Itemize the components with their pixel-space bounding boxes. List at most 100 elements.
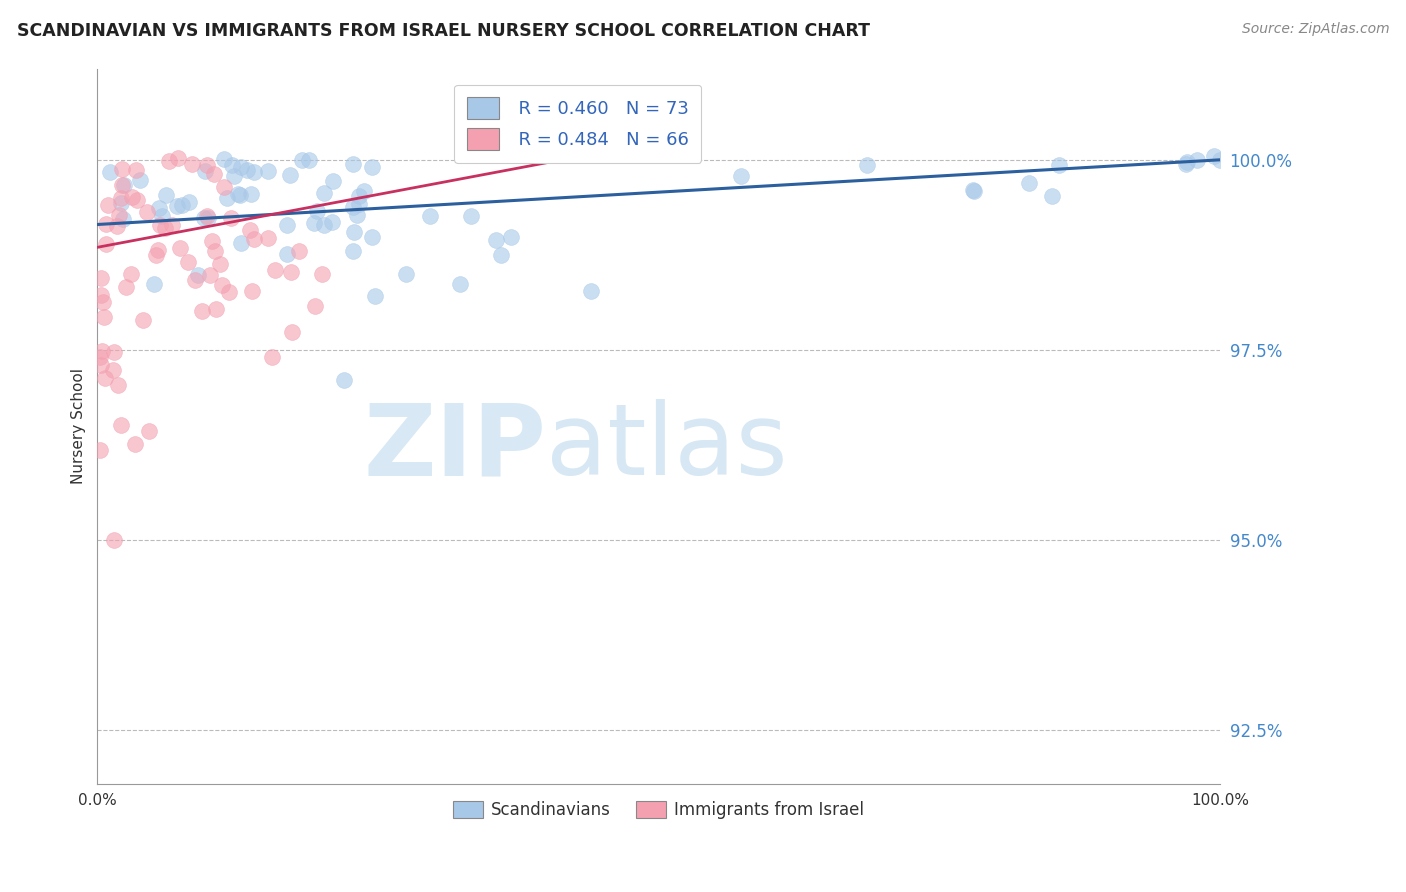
Point xyxy=(239,223,262,237)
Point xyxy=(197,211,219,226)
Point xyxy=(162,219,184,233)
Point xyxy=(963,184,986,198)
Point xyxy=(103,363,125,377)
Point xyxy=(143,277,166,291)
Point xyxy=(103,533,125,548)
Point xyxy=(242,232,264,246)
Point xyxy=(243,165,266,179)
Point xyxy=(226,186,249,201)
Point xyxy=(195,209,218,223)
Point xyxy=(342,157,364,171)
Point xyxy=(112,178,135,193)
Point xyxy=(125,193,148,207)
Point xyxy=(138,424,160,438)
Point xyxy=(132,313,155,327)
Point xyxy=(114,280,136,294)
Point xyxy=(256,230,278,244)
Point xyxy=(120,267,142,281)
Point xyxy=(278,168,301,182)
Point xyxy=(212,152,235,166)
Point xyxy=(111,211,134,226)
Point xyxy=(579,285,602,299)
Point xyxy=(730,169,752,183)
Point xyxy=(146,243,169,257)
Point xyxy=(229,236,252,251)
Point xyxy=(153,221,176,235)
Point xyxy=(89,350,111,364)
Point xyxy=(180,156,202,170)
Point xyxy=(94,217,117,231)
Point xyxy=(111,178,134,193)
Point xyxy=(187,268,209,282)
Point xyxy=(260,350,283,364)
Point xyxy=(91,295,114,310)
Point xyxy=(856,157,879,171)
Point xyxy=(353,184,375,198)
Point xyxy=(298,153,321,168)
Point xyxy=(240,187,263,202)
Point xyxy=(202,167,225,181)
Point xyxy=(90,271,112,285)
Point xyxy=(166,199,188,213)
Point xyxy=(195,158,218,172)
Point xyxy=(342,244,364,258)
Point xyxy=(218,285,240,299)
Point xyxy=(91,343,114,358)
Point xyxy=(184,273,207,287)
Point xyxy=(449,277,471,292)
Point xyxy=(149,218,172,232)
Point xyxy=(107,377,129,392)
Point xyxy=(89,442,111,457)
Point xyxy=(343,225,366,239)
Point xyxy=(304,216,326,230)
Point xyxy=(110,192,132,206)
Point xyxy=(346,208,368,222)
Point xyxy=(361,160,384,174)
Point xyxy=(166,151,188,165)
Point xyxy=(108,208,131,222)
Point xyxy=(208,257,231,271)
Point xyxy=(312,218,335,232)
Point xyxy=(155,188,177,202)
Point xyxy=(311,267,333,281)
Point xyxy=(97,198,120,212)
Point xyxy=(1204,149,1226,163)
Point xyxy=(342,200,364,214)
Point xyxy=(347,189,370,203)
Point xyxy=(124,437,146,451)
Point xyxy=(111,162,134,177)
Point xyxy=(1187,153,1209,167)
Point xyxy=(110,196,132,211)
Point xyxy=(501,229,523,244)
Point xyxy=(280,265,302,279)
Point xyxy=(103,345,125,359)
Point xyxy=(349,196,371,211)
Point xyxy=(276,219,298,233)
Point xyxy=(90,288,112,302)
Point xyxy=(93,310,115,324)
Point xyxy=(962,183,984,197)
Point xyxy=(1175,156,1198,170)
Point xyxy=(460,209,482,223)
Point xyxy=(148,202,170,216)
Point xyxy=(288,244,311,259)
Point xyxy=(172,198,194,212)
Point xyxy=(150,210,173,224)
Point xyxy=(1047,158,1070,172)
Point xyxy=(212,180,235,194)
Point xyxy=(90,358,112,372)
Point xyxy=(419,210,441,224)
Point xyxy=(179,195,201,210)
Point xyxy=(125,163,148,178)
Point xyxy=(291,153,314,167)
Point xyxy=(98,165,121,179)
Text: atlas: atlas xyxy=(547,399,787,496)
Point xyxy=(198,268,221,282)
Point xyxy=(307,204,329,219)
Point xyxy=(257,163,280,178)
Point xyxy=(485,233,508,247)
Point xyxy=(333,374,356,388)
Y-axis label: Nursery School: Nursery School xyxy=(72,368,86,484)
Point xyxy=(281,325,304,339)
Point xyxy=(194,163,217,178)
